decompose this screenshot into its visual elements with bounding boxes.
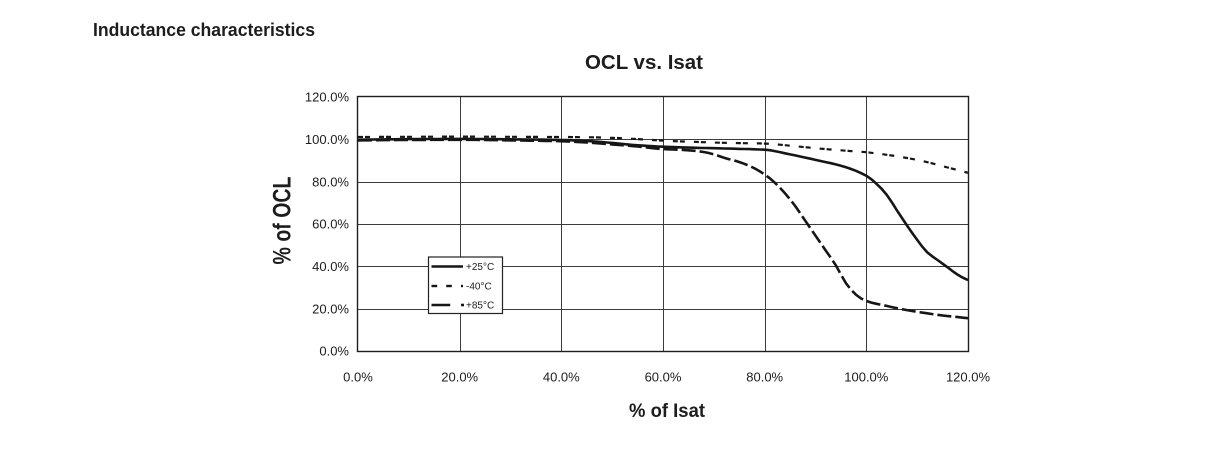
- svg-text:100.0%: 100.0%: [844, 370, 889, 385]
- svg-text:80.0%: 80.0%: [312, 174, 349, 189]
- svg-text:+85°C: +85°C: [466, 301, 494, 312]
- svg-text:60.0%: 60.0%: [645, 370, 682, 385]
- svg-text:20.0%: 20.0%: [441, 370, 478, 385]
- svg-text:40.0%: 40.0%: [543, 370, 580, 385]
- svg-text:120.0%: 120.0%: [305, 90, 350, 105]
- svg-text:20.0%: 20.0%: [312, 301, 349, 316]
- svg-text:% of Isat: % of Isat: [629, 401, 706, 422]
- svg-text:+25°C: +25°C: [466, 262, 494, 273]
- svg-text:% of OCL: % of OCL: [269, 177, 297, 265]
- svg-text:40.0%: 40.0%: [312, 259, 349, 274]
- svg-text:120.0%: 120.0%: [946, 370, 991, 385]
- svg-text:60.0%: 60.0%: [312, 217, 349, 232]
- svg-text:0.0%: 0.0%: [319, 344, 349, 359]
- svg-text:Inductance characteristics: Inductance characteristics: [93, 20, 315, 40]
- svg-text:0.0%: 0.0%: [343, 370, 373, 385]
- svg-text:100.0%: 100.0%: [305, 132, 350, 147]
- svg-text:OCL vs. Isat: OCL vs. Isat: [585, 52, 703, 74]
- svg-text:80.0%: 80.0%: [746, 370, 783, 385]
- svg-text:-40°C: -40°C: [466, 282, 492, 293]
